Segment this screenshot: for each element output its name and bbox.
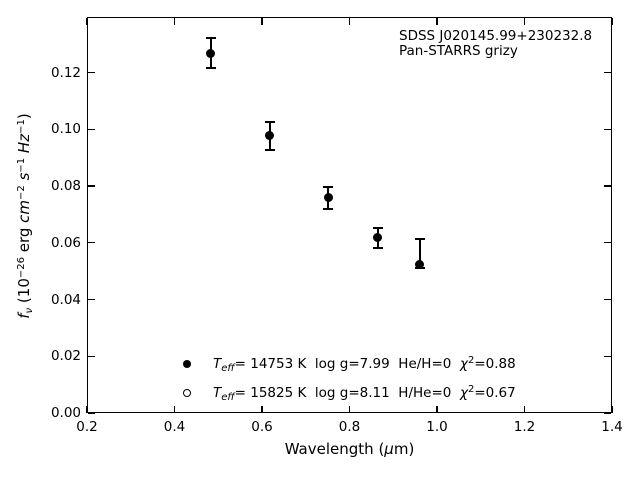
error-bar-cap-bottom [205, 67, 216, 69]
y-tick-right [604, 71, 611, 74]
y-tick [88, 185, 95, 187]
filled-circle-marker-icon [183, 360, 191, 368]
x-tick-label: 0.4 [163, 419, 186, 435]
plot-area [87, 17, 612, 413]
data-point-marker [415, 259, 425, 269]
x-tick [173, 406, 176, 413]
y-tick-label: 0.10 [50, 121, 81, 138]
y-tick [88, 71, 95, 74]
error-bar-cap-bottom [264, 149, 275, 151]
legend-entry-he-model: Teff= 15825 K log g=8.11 H/He=0 χ2=0.67 [183, 384, 516, 403]
x-tick-label: 1.2 [513, 419, 536, 435]
x-tick-top [261, 18, 263, 25]
x-tick-top [523, 18, 526, 25]
data-point-marker [323, 193, 333, 203]
legend-entry-h-model: Teff= 14753 K log g=7.99 He/H=0 χ2=0.88 [183, 355, 516, 374]
x-tick-label: 1.0 [426, 419, 448, 435]
y-tick-label: 0.04 [50, 291, 81, 308]
x-tick-label: 1.4 [601, 419, 623, 435]
x-tick [436, 406, 438, 413]
y-tick [88, 242, 95, 244]
x-tick-label: 0.2 [76, 419, 98, 435]
y-tick-right [604, 355, 611, 357]
y-tick-label: 0.00 [50, 405, 81, 421]
legend-label-h-model: Teff= 14753 K log g=7.99 He/H=0 χ2=0.88 [213, 355, 516, 374]
y-axis-label: fν (10−26 erg cm−2 s−1 Hz−1) [15, 113, 35, 319]
legend: Teff= 14753 K log g=7.99 He/H=0 χ2=0.88 … [183, 355, 516, 403]
x-tick [523, 406, 526, 413]
x-tick [261, 406, 263, 413]
y-tick-right [604, 242, 611, 244]
x-axis-label: Wavelength (μm) [284, 440, 415, 458]
y-tick-right [604, 298, 611, 301]
legend-label-he-model: Teff= 15825 K log g=8.11 H/He=0 χ2=0.67 [213, 384, 516, 403]
error-bar-cap-top [323, 186, 334, 188]
error-bar-cap-top [205, 37, 216, 39]
x-tick-top [173, 18, 176, 25]
annotation-object-name: SDSS J020145.99+230232.8 [399, 28, 593, 44]
x-tick-label: 0.8 [338, 419, 361, 435]
data-point-marker [373, 233, 383, 243]
y-tick-label: 0.02 [50, 348, 81, 365]
y-tick-label: 0.12 [50, 64, 81, 81]
y-tick [88, 412, 95, 414]
x-tick-top [86, 18, 88, 25]
x-tick-top [611, 18, 613, 25]
data-point-marker [265, 130, 275, 140]
x-tick-top [436, 18, 438, 25]
y-tick [88, 128, 95, 130]
x-tick-label: 0.6 [251, 419, 273, 435]
data-point-marker [206, 49, 216, 59]
y-tick [88, 355, 95, 357]
x-tick [348, 406, 351, 413]
error-bar-cap-bottom [323, 208, 334, 210]
annotation-block: SDSS J020145.99+230232.8 Pan-STARRS griz… [399, 29, 592, 58]
y-tick-label: 0.08 [50, 178, 81, 195]
error-bar-cap-top [372, 227, 383, 229]
error-bar-cap-top [264, 121, 275, 124]
error-bar-cap-bottom [372, 247, 383, 249]
error-bar-line [419, 239, 421, 269]
x-tick [86, 406, 88, 413]
x-tick-top [348, 18, 351, 25]
y-tick-label: 0.06 [50, 234, 81, 251]
x-tick [611, 406, 613, 413]
error-bar-cap-top [414, 238, 425, 240]
annotation-survey: Pan-STARRS grizy [399, 42, 518, 59]
y-tick-right [604, 185, 611, 187]
open-circle-marker-icon [183, 389, 191, 397]
y-tick-right [604, 412, 611, 414]
y-tick [88, 298, 95, 301]
y-tick-right [604, 128, 611, 130]
